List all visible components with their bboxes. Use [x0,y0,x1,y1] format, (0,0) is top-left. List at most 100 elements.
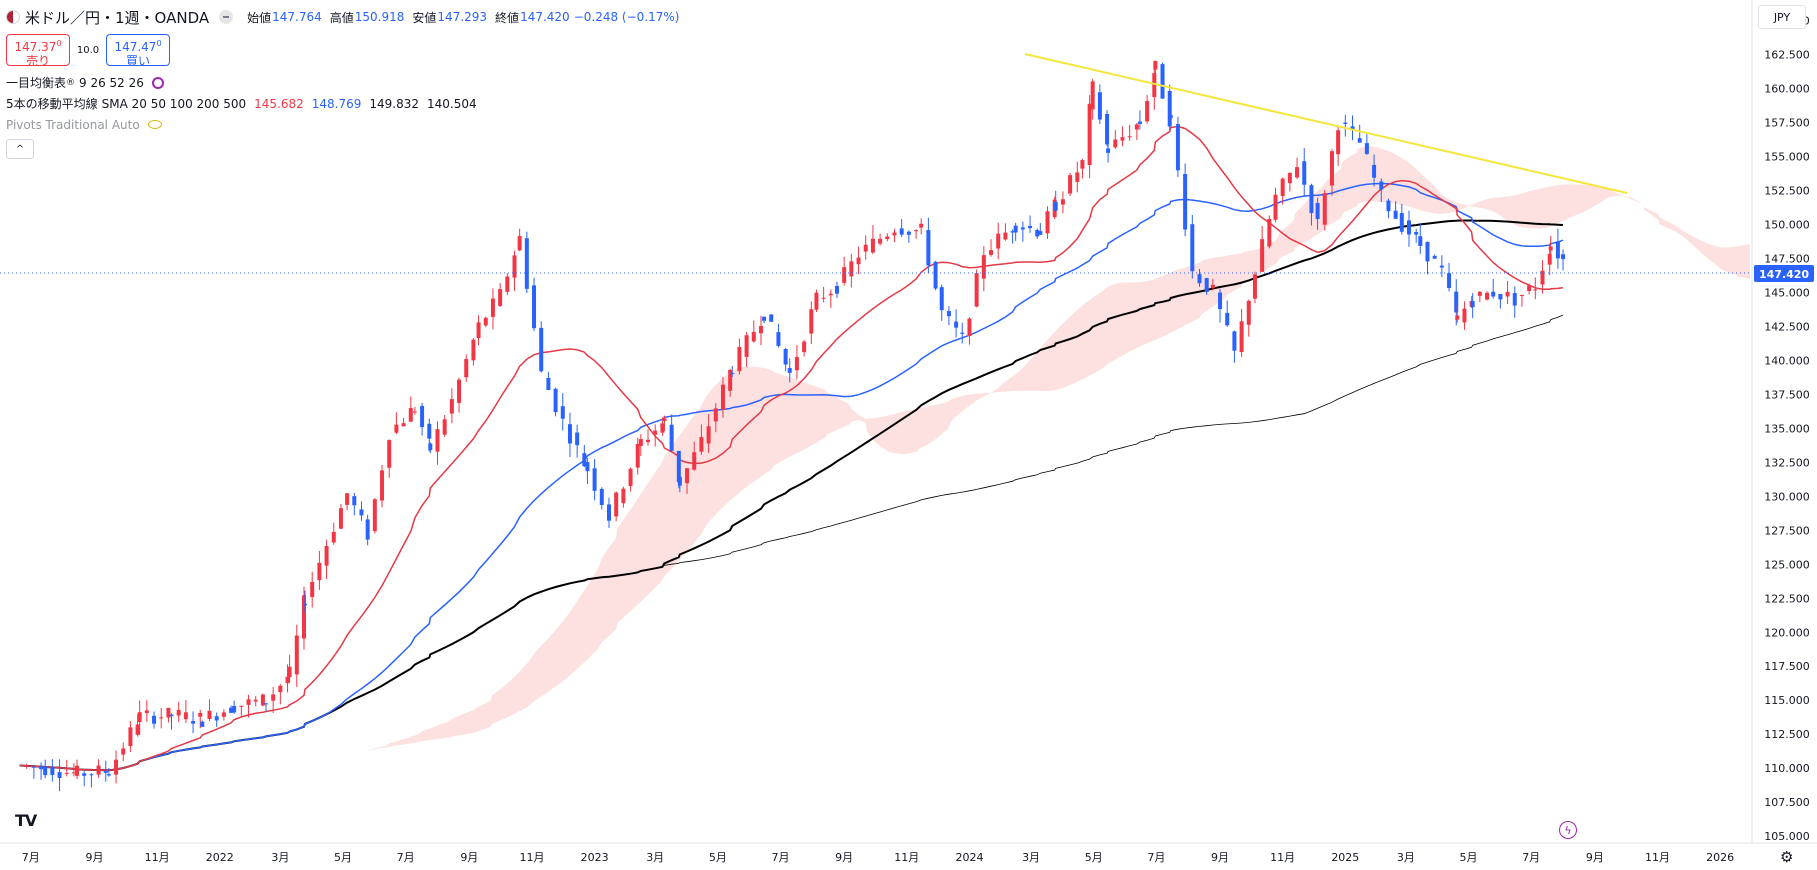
candle-body [517,236,522,251]
collapse-legend-button[interactable]: ^ [6,139,34,159]
price-tick-label: 120.000 [1764,626,1810,639]
market-status-icon[interactable] [219,10,234,24]
candle-body [39,766,44,770]
buy-button[interactable]: 147.470 買い [106,34,170,68]
candle-body [121,748,126,755]
hidden-eye-icon[interactable] [147,120,162,129]
lightning-icon[interactable]: ϟ [1559,821,1577,839]
price-tick-label: 107.500 [1764,796,1810,809]
candle-body [1075,172,1080,182]
candle-body [1153,60,1158,70]
price-tick-label: 115.000 [1764,694,1810,707]
time-tick-label: 11月 [894,851,919,864]
time-tick-label: 7月 [1147,851,1165,864]
candle-body [1357,138,1362,143]
candle-body [483,317,488,326]
candle-body [1512,293,1517,306]
candle-body [706,426,711,444]
candle-body [653,430,658,435]
candle-body [1152,73,1157,98]
candle-body [214,716,219,721]
candle-body [1204,278,1209,293]
candle-body [989,250,994,255]
time-tick-label: 3月 [1397,851,1415,864]
close-label: 終値 [495,10,520,25]
candle-body [1399,213,1404,232]
price-tick-label: 137.500 [1764,388,1810,401]
tradingview-logo[interactable]: TV [15,811,37,830]
candle-body [821,297,826,299]
candle-body [427,423,432,439]
candle-body [89,774,94,776]
candle-body [1329,151,1334,186]
candle-body [471,339,476,361]
candle-body [1302,161,1307,185]
candle-body [128,727,133,747]
candle-body [1080,160,1085,169]
sell-label: 売り [25,54,50,68]
candle-body [387,440,392,468]
candle-body [176,710,181,716]
candle-body [1190,224,1195,272]
candle-body [1232,331,1237,351]
loading-cycle-icon [151,76,164,89]
candle-body [166,707,171,718]
candle-body [885,236,890,240]
symbol-title[interactable]: 米ドル／円・1週・OANDA [25,8,210,27]
candle-body [532,285,537,329]
time-tick-label: 3月 [646,851,664,864]
price-tick-label: 152.500 [1764,184,1810,197]
candle-body [50,766,55,776]
candle-body [408,408,413,422]
price-tick-label: 157.500 [1764,116,1810,129]
candle-body [137,712,142,723]
low-label: 安値 [412,10,437,25]
candle-body [229,707,234,713]
candle-body [183,712,188,720]
candle-body [1097,92,1102,120]
candle-body [1414,231,1419,235]
candle-body [380,470,385,501]
candle-body [728,369,733,391]
time-tick-label: 11月 [519,851,544,864]
price-tick-label: 147.500 [1764,252,1810,265]
candle-body [253,699,258,702]
sell-button[interactable]: 147.370 売り [6,34,70,68]
candle-body [1548,246,1553,251]
candle-body [1540,270,1545,285]
indicator-sma[interactable]: 5本の移動平均線 SMA 20 50 100 200 500 145.682 1… [6,93,679,114]
candle-body [802,341,807,353]
candle-body [842,267,847,283]
sma-value-3: 149.832 [369,96,420,111]
price-tick-label: 150.000 [1764,218,1810,231]
ichimoku-name: 一目均衡表 [6,76,67,90]
symbol-row: 米ドル／円・1週・OANDA 始値 147.764 高値 150.918 安値 147… [6,6,679,28]
last-price-label: 147.420 [1754,265,1814,282]
currency-selector[interactable]: JPY [1758,5,1806,29]
candle-body [512,255,517,278]
time-tick-label: 7月 [397,851,415,864]
candle-body [1364,143,1369,154]
candle-body [1246,300,1251,325]
candle-body [152,715,157,724]
candle-body [560,406,565,419]
time-tick-label: 9月 [460,851,478,864]
time-tick-label: 2022 [206,851,234,864]
indicator-pivots[interactable]: Pivots Traditional Auto [6,114,679,135]
candle-body [856,257,861,265]
candle-body [303,603,308,606]
candle-body [933,261,938,289]
candle-body [435,429,440,452]
candle-body [1010,231,1015,233]
candle-body [699,437,704,452]
candle-body [1336,130,1341,155]
candle-body [954,321,959,328]
indicator-ichimoku[interactable]: 一目均衡表 ® 9 26 52 26 [6,72,679,93]
time-tick-label: 2024 [955,851,983,864]
candle-body [1134,124,1139,130]
candle-body [498,289,503,306]
candle-body [967,318,972,337]
gear-icon[interactable]: ⚙ [1780,848,1794,866]
candle-body [878,238,883,244]
